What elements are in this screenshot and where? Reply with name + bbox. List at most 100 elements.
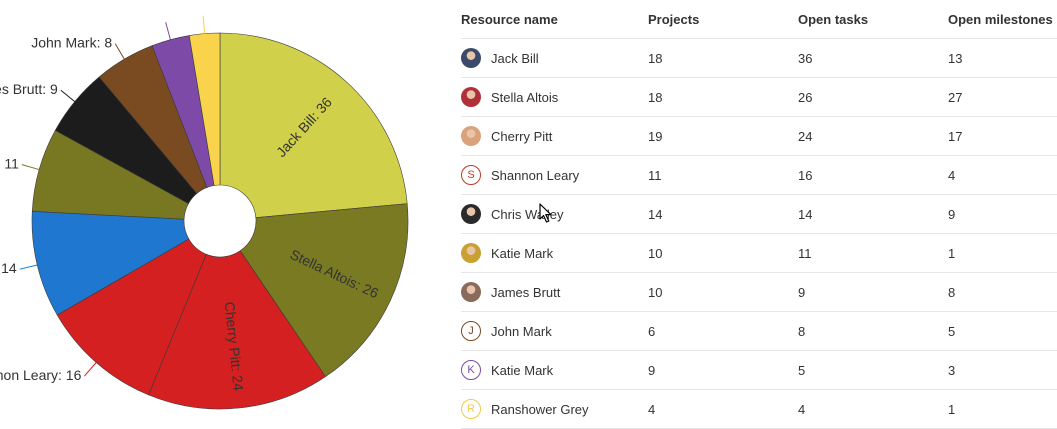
table-row[interactable]: Katie Mark 10 11 1	[461, 233, 1057, 273]
cell-projects: 14	[648, 194, 798, 234]
resource-table: Resource name Projects Open tasks Open m…	[461, 0, 1057, 429]
slice-label-connector	[19, 264, 38, 270]
cell-resource-name: Cherry Pitt	[461, 116, 648, 156]
avatar	[461, 126, 481, 146]
resource-name-link[interactable]: Ranshower Grey	[491, 401, 589, 417]
cell-resource-name: Chris Walley	[461, 194, 648, 234]
resource-name-link[interactable]: James Brutt	[491, 284, 561, 300]
resource-name-wrapper: J John Mark	[461, 321, 648, 341]
cell-projects: 9	[648, 350, 798, 390]
resource-name-wrapper: James Brutt	[461, 282, 648, 302]
avatar: J	[461, 321, 481, 341]
cell-open-milestones: 27	[948, 77, 1057, 117]
mouse-cursor-icon	[539, 203, 552, 223]
slices	[31, 32, 409, 410]
pie-slice[interactable]	[148, 250, 326, 410]
cell-projects: 18	[648, 38, 798, 78]
avatar	[461, 204, 481, 224]
cell-open-tasks: 9	[798, 272, 948, 312]
cell-open-milestones: 4	[948, 155, 1057, 195]
resource-name-link[interactable]: Stella Altois	[491, 89, 559, 105]
resource-name-wrapper: Katie Mark	[461, 243, 648, 263]
cell-resource-name: Katie Mark	[461, 233, 648, 273]
table-row[interactable]: Cherry Pitt 19 24 17	[461, 116, 1057, 156]
resource-name-link[interactable]: Cherry Pitt	[491, 128, 553, 144]
header-open-milestones[interactable]: Open milestones	[948, 0, 1057, 39]
cell-open-tasks: 26	[798, 77, 948, 117]
avatar	[461, 48, 481, 68]
cell-projects: 4	[648, 389, 798, 429]
slice-label: y: 14	[0, 260, 17, 276]
slice-label-connector	[60, 89, 76, 103]
cell-resource-name: K Katie Mark	[461, 350, 648, 390]
header-resource-name[interactable]: Resource name	[461, 0, 648, 39]
table-row[interactable]: R Ranshower Grey 4 4 1	[461, 389, 1057, 429]
resource-name-wrapper: Chris Walley	[461, 204, 648, 224]
table-row[interactable]: Jack Bill 18 36 13	[461, 38, 1057, 78]
cell-open-tasks: 5	[798, 350, 948, 390]
cell-projects: 10	[648, 233, 798, 273]
header-open-tasks[interactable]: Open tasks	[798, 0, 948, 39]
cell-resource-name: J John Mark	[461, 311, 648, 351]
avatar	[461, 282, 481, 302]
slice-label: es Brutt: 9	[0, 81, 58, 97]
table-row[interactable]: James Brutt 10 9 8	[461, 272, 1057, 312]
slice-label: John Mark: 8	[31, 34, 112, 50]
cell-open-milestones: 3	[948, 350, 1057, 390]
cell-open-tasks: 16	[798, 155, 948, 195]
slice-label-connector	[83, 362, 97, 377]
table-row[interactable]: S Shannon Leary 11 16 4	[461, 155, 1057, 195]
cell-resource-name: James Brutt	[461, 272, 648, 312]
cell-open-tasks: 24	[798, 116, 948, 156]
resource-name-link[interactable]: Katie Mark	[491, 245, 554, 261]
table-row[interactable]: Chris Walley 14 14 9	[461, 194, 1057, 234]
cell-open-milestones: 1	[948, 389, 1057, 429]
table-header-row: Resource name Projects Open tasks Open m…	[461, 0, 1057, 39]
cell-open-milestones: 8	[948, 272, 1057, 312]
avatar: K	[461, 360, 481, 380]
resource-name-link[interactable]: Shannon Leary	[491, 167, 580, 183]
avatar	[461, 243, 481, 263]
cell-projects: 19	[648, 116, 798, 156]
header-projects[interactable]: Projects	[648, 0, 798, 39]
pie-slice[interactable]	[56, 238, 207, 396]
pie-slice[interactable]	[239, 203, 409, 378]
pie-slice[interactable]	[188, 32, 221, 186]
resource-name-wrapper: K Katie Mark	[461, 360, 648, 380]
slice-label-connector	[114, 43, 125, 60]
resource-name-wrapper: R Ranshower Grey	[461, 399, 648, 419]
pie-slice[interactable]	[219, 32, 408, 219]
table-row[interactable]: K Katie Mark 9 5 3	[461, 350, 1057, 390]
cell-resource-name: R Ranshower Grey	[461, 389, 648, 429]
resource-name-link[interactable]: Jack Bill	[491, 50, 539, 66]
slice-label: hannon Leary: 16	[0, 367, 82, 383]
cell-open-milestones: 5	[948, 311, 1057, 351]
donut-chart: Jack Bill: 36 Stella Altois: 26 Cherry Pit…	[0, 0, 440, 429]
resource-name-wrapper: Jack Bill	[461, 48, 648, 68]
table-body: Jack Bill 18 36 13 Stella Altois 18 26 27 Cherry…	[461, 38, 1057, 429]
cell-resource-name: S Shannon Leary	[461, 155, 648, 195]
cell-open-milestones: 13	[948, 38, 1057, 78]
resource-table-container: Resource name Projects Open tasks Open m…	[461, 0, 1057, 429]
resource-name-wrapper: S Shannon Leary	[461, 165, 648, 185]
avatar: R	[461, 399, 481, 419]
slice-label-connector	[165, 22, 171, 40]
cell-projects: 6	[648, 311, 798, 351]
table-row[interactable]: J John Mark 6 8 5	[461, 311, 1057, 351]
cell-open-tasks: 11	[798, 233, 948, 273]
cell-open-tasks: 8	[798, 311, 948, 351]
cell-open-tasks: 36	[798, 38, 948, 78]
cell-projects: 11	[648, 155, 798, 195]
cell-open-tasks: 14	[798, 194, 948, 234]
resource-name-link[interactable]: John Mark	[491, 323, 552, 339]
pie-slice[interactable]	[31, 211, 190, 316]
cell-open-milestones: 9	[948, 194, 1057, 234]
cell-resource-name: Stella Altois	[461, 77, 648, 117]
slice-label-connector	[202, 15, 206, 34]
resource-name-link[interactable]: Katie Mark	[491, 362, 554, 378]
table-row[interactable]: Stella Altois 18 26 27	[461, 77, 1057, 117]
resource-name-wrapper: Stella Altois	[461, 87, 648, 107]
cell-open-tasks: 4	[798, 389, 948, 429]
cell-open-milestones: 17	[948, 116, 1057, 156]
